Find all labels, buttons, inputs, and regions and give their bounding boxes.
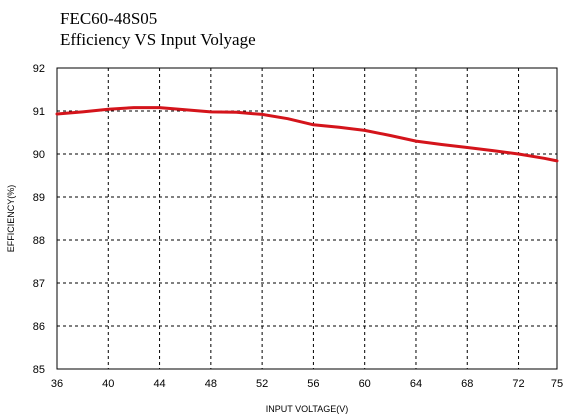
y-axis-label: EFFICIENCY(%) (6, 185, 16, 253)
tick-labels: 36 40 44 48 52 56 60 64 68 72 75 85 86 87 88 89 90 91 92 (33, 63, 563, 390)
x-tick-label: 44 (153, 378, 165, 390)
x-tick-label: 75 (551, 378, 563, 390)
x-tick-label: 40 (102, 378, 114, 390)
y-tick-label: 89 (33, 192, 45, 204)
x-tick-label: 52 (256, 378, 268, 390)
x-tick-label: 36 (51, 378, 63, 390)
y-tick-label: 85 (33, 364, 45, 376)
efficiency-series-line (55, 106, 559, 163)
x-tick-label: 56 (307, 378, 319, 390)
x-tick-label: 68 (461, 378, 473, 390)
y-tick-label: 88 (33, 235, 45, 247)
x-tick-label: 60 (359, 378, 371, 390)
x-axis-label: INPUT VOLTAGE(V) (266, 404, 349, 414)
x-tick-label: 64 (410, 378, 422, 390)
chart-title-block: FEC60-48S05 Efficiency VS Input Volyage (60, 8, 256, 50)
plot-area-frame (56, 67, 558, 370)
y-tick-label: 86 (33, 321, 45, 333)
y-tick-label: 90 (33, 149, 45, 161)
x-tick-label: 48 (205, 378, 217, 390)
x-tick-label: 72 (512, 378, 524, 390)
y-tick-label: 87 (33, 278, 45, 290)
chart-subtitle: Efficiency VS Input Volyage (60, 30, 256, 49)
series-layer (55, 106, 559, 163)
grid-lines (57, 68, 557, 369)
y-tick-label: 92 (33, 63, 45, 75)
chart-title: FEC60-48S05 (60, 9, 158, 28)
y-tick-label: 91 (33, 106, 45, 118)
